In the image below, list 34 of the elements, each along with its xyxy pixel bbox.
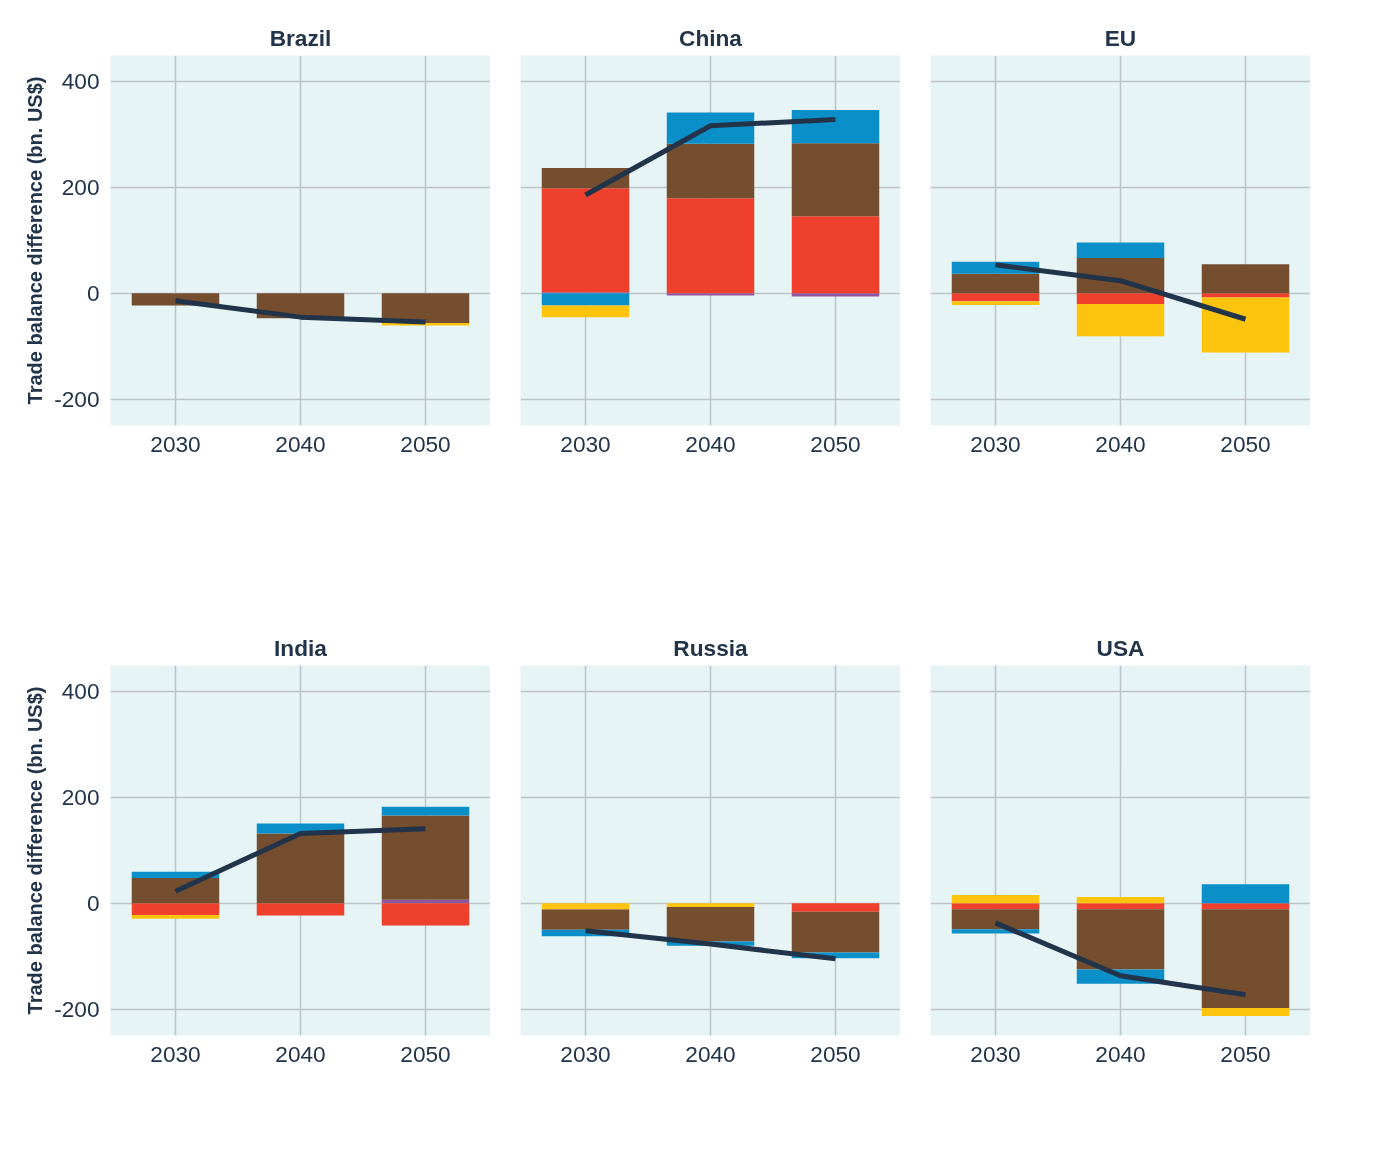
y-tick-label: 400 <box>61 678 100 705</box>
x-tick-label: 2030 <box>560 1040 611 1067</box>
chart-title: EU <box>1104 24 1137 51</box>
x-tick-label: 2040 <box>685 430 736 457</box>
x-tick-label: 2030 <box>560 430 611 457</box>
x-tick-label: 2040 <box>275 1040 326 1067</box>
y-tick-label: -200 <box>54 385 100 412</box>
y-tick-label: 200 <box>61 174 100 201</box>
x-tick-label: 2040 <box>1095 1040 1146 1067</box>
x-tick-label: 2050 <box>810 430 861 457</box>
x-tick-label: 2030 <box>150 430 201 457</box>
x-tick-label: 2030 <box>150 1040 201 1067</box>
y-tick-label: 400 <box>61 68 100 95</box>
x-tick-label: 2040 <box>275 430 326 457</box>
x-tick-label: 2050 <box>1220 1040 1271 1067</box>
x-tick-label: 2050 <box>400 1040 451 1067</box>
y-tick-label: 0 <box>86 889 100 916</box>
chart-title: USA <box>1096 634 1145 661</box>
y-tick-label: 0 <box>86 279 100 306</box>
y-tick-label: 200 <box>61 784 100 811</box>
x-tick-label: 2030 <box>970 1040 1021 1067</box>
x-tick-label: 2050 <box>400 430 451 457</box>
x-tick-label: 2040 <box>1095 430 1146 457</box>
x-tick-label: 2050 <box>1220 430 1271 457</box>
chart-title: Russia <box>673 634 749 661</box>
y-axis-title: Trade balance difference (bn. US$) <box>24 686 47 1015</box>
x-tick-label: 2040 <box>685 1040 736 1067</box>
y-tick-label: -200 <box>54 995 100 1022</box>
chart-title: China <box>679 24 743 51</box>
y-axis-title: Trade balance difference (bn. US$) <box>24 76 47 405</box>
chart-title: Brazil <box>269 24 332 51</box>
chart-title: India <box>274 634 328 661</box>
x-tick-label: 2030 <box>970 430 1021 457</box>
x-tick-label: 2050 <box>810 1040 861 1067</box>
